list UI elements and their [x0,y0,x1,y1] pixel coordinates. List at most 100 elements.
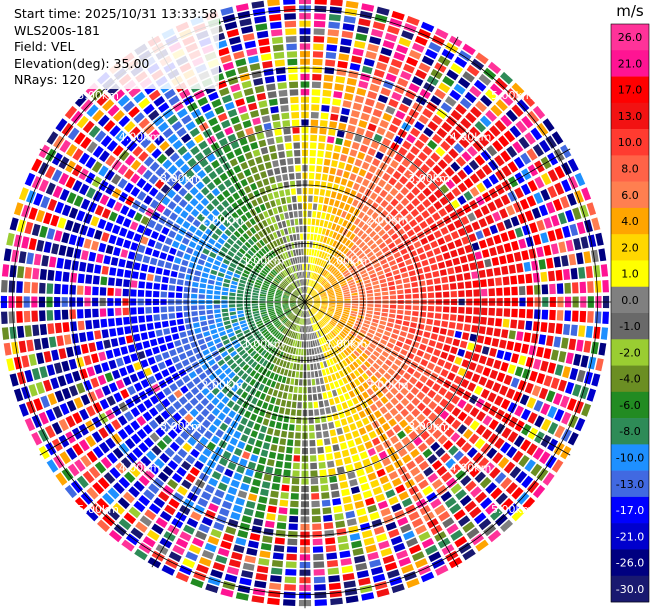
velocity-gate [307,310,310,317]
velocity-gate [232,221,240,229]
velocity-gate [541,418,552,432]
velocity-gate [421,385,430,394]
velocity-gate [389,338,397,344]
velocity-gate [223,320,231,326]
velocity-gate [178,352,187,361]
velocity-gate [266,169,274,177]
velocity-gate [259,550,271,559]
velocity-gate [294,332,298,339]
velocity-gate [73,248,82,259]
velocity-gate [328,421,335,429]
velocity-gate [122,218,132,228]
velocity-gate [308,203,313,210]
velocity-gate [148,419,159,430]
velocity-gate [153,306,160,313]
velocity-gate [426,492,438,503]
velocity-gate [149,407,159,417]
velocity-gate [442,344,451,352]
velocity-gate [284,13,296,20]
velocity-gate [287,286,293,292]
velocity-gate [212,333,220,340]
velocity-gate [361,3,375,12]
velocity-gate [453,219,463,229]
velocity-gate [338,226,345,234]
velocity-gate [485,482,497,494]
velocity-gate [309,279,312,286]
velocity-gate [253,255,260,262]
velocity-gate [413,355,422,363]
velocity-gate [290,314,295,320]
velocity-gate [503,130,516,143]
velocity-gate [358,309,366,313]
velocity-gate [222,339,230,346]
velocity-gate [272,339,279,346]
velocity-gate [247,493,258,502]
velocity-gate [295,249,299,256]
velocity-gate [448,445,459,456]
velocity-gate [355,279,363,284]
velocity-gate [349,63,361,71]
velocity-gate [298,325,301,332]
velocity-gate [328,293,335,297]
velocity-gate [375,215,383,224]
velocity-gate [138,495,151,507]
velocity-gate [390,387,399,396]
velocity-gate [230,511,241,521]
velocity-gate [264,395,271,403]
velocity-gate [299,279,302,286]
velocity-gate [441,471,453,483]
velocity-gate [325,383,331,391]
velocity-gate [343,307,351,310]
velocity-gate [259,326,266,332]
velocity-gate [467,382,477,392]
velocity-gate [164,335,173,343]
velocity-gate [397,309,404,315]
velocity-gate [342,328,349,335]
velocity-gate [241,570,254,579]
velocity-gate [514,366,524,377]
velocity-gate [440,102,452,113]
velocity-gate [65,176,76,189]
velocity-gate [515,120,528,134]
velocity-gate [261,269,268,276]
velocity-gate [195,181,205,190]
velocity-gate [523,332,531,343]
velocity-gate [392,328,400,335]
velocity-gate [63,259,72,270]
velocity-gate [320,112,329,120]
velocity-gate [499,339,507,349]
velocity-gate [457,182,468,193]
velocity-gate [327,460,335,468]
velocity-gate [394,181,404,191]
velocity-gate [463,403,473,413]
velocity-gate [344,298,351,301]
velocity-gate [230,246,238,254]
velocity-gate [277,82,287,90]
velocity-gate [264,161,272,170]
velocity-gate [269,272,275,278]
velocity-gate [47,323,55,335]
velocity-gate [115,288,122,297]
velocity-gate [299,296,304,301]
velocity-gate [251,303,258,306]
velocity-gate [182,151,193,162]
velocity-gate [351,540,363,549]
velocity-gate [434,504,446,516]
velocity-gate [540,322,548,333]
velocity-gate [299,271,302,279]
velocity-gate [572,207,582,220]
velocity-gate [427,312,434,319]
velocity-gate [166,405,176,415]
velocity-gate [253,406,261,415]
velocity-gate [161,351,170,360]
velocity-gate [224,229,232,237]
velocity-gate [367,472,377,481]
velocity-gate [500,232,509,242]
velocity-gate [362,490,373,499]
velocity-gate [306,303,311,308]
velocity-gate [345,595,359,604]
velocity-gate [8,280,16,293]
velocity-gate [569,223,579,237]
velocity-gate [334,513,344,521]
velocity-gate [406,15,420,26]
